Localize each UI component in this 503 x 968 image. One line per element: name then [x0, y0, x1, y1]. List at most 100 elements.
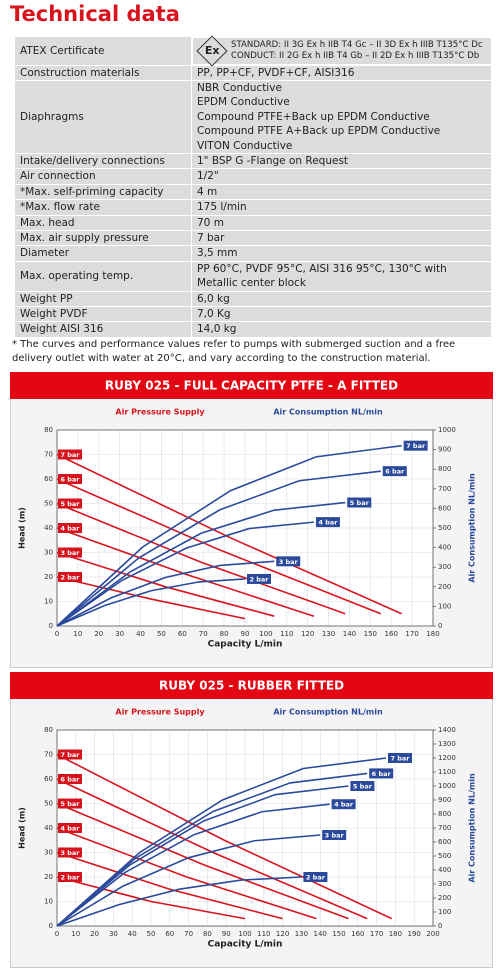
series-label-box	[58, 774, 82, 784]
x-tick-label: 40	[128, 930, 137, 938]
series-line	[56, 778, 368, 920]
y2-tick-label: 400	[438, 866, 451, 874]
series-label: 6 bar	[60, 476, 80, 484]
series-label-box	[58, 847, 82, 858]
value-line: 7,0 Kg	[197, 308, 231, 320]
x-tick-label: 160	[351, 930, 364, 938]
x-tick-label: 90	[241, 630, 250, 638]
y2-tick-label: 700	[438, 824, 451, 832]
series-line	[56, 521, 315, 627]
row-value: 7 bar	[191, 229, 492, 247]
chart: RUBY 025 - FULL CAPACITY PTFE - A FITTED…	[10, 372, 493, 668]
series-label-box	[322, 830, 347, 840]
row-label: *Max. self-priming capacity	[14, 183, 192, 201]
table-row: Intake/delivery connections 1" BSP G -Fla…	[14, 152, 492, 170]
series-label: 3 bar	[325, 832, 345, 840]
value-line: 14,0 kg	[197, 323, 237, 336]
title-bar	[10, 672, 493, 699]
x-tick-label: 120	[276, 930, 289, 938]
series-label: 7 bar	[390, 755, 410, 763]
x-tick-label: 50	[147, 930, 156, 938]
y2-tick-label: 0	[438, 922, 442, 930]
y-tick-label: 10	[44, 598, 53, 606]
value-line: PP, PP+CF, PVDF+CF, AISI316	[197, 66, 355, 79]
series-label: 2 bar	[306, 874, 326, 882]
y2-tick-label: 900	[438, 446, 451, 454]
x-tick-label: 140	[314, 930, 327, 938]
caption: Air Pressure Supply	[115, 708, 205, 717]
x-tick-label: 160	[385, 630, 398, 638]
series-line	[56, 785, 349, 927]
series-label-box	[369, 768, 394, 779]
y-tick-label: 80	[44, 426, 53, 434]
y-tick-label: 40	[44, 524, 53, 532]
row-value: 4 m	[191, 183, 492, 201]
series-label-box	[247, 573, 271, 584]
x-tick-label: 130	[322, 630, 335, 638]
series-line	[56, 527, 315, 617]
value-line: 3,5 mm	[197, 247, 238, 260]
table-row: Diameter 3,5 mm	[14, 245, 492, 262]
series-label: 6 bar	[60, 776, 80, 784]
series-label: 4 bar	[334, 801, 354, 809]
row-value: 7,0 Kg	[191, 305, 492, 323]
x-tick-label: 10	[73, 630, 82, 638]
row-value: 3,5 mm	[191, 245, 492, 262]
series-line	[56, 444, 402, 627]
series-line	[56, 827, 317, 920]
series-label-box	[388, 753, 412, 763]
x-tick-label: 60	[178, 630, 187, 638]
title-bar	[10, 372, 493, 399]
x-tick-label: 90	[222, 930, 231, 938]
x-tick-label: 70	[184, 930, 193, 938]
y-tick-label: 20	[44, 573, 53, 581]
value-line: 4 m	[197, 185, 218, 198]
series-line	[56, 551, 275, 617]
y-tick-label: 10	[44, 898, 53, 906]
x-tick-label: 30	[109, 930, 118, 938]
series-line	[56, 560, 275, 627]
row-label: Max. operating temp.	[14, 260, 192, 292]
table-row: Max. head 70 m	[14, 214, 492, 231]
y-tick-label: 70	[44, 751, 53, 759]
row-label: Weight PVDF	[14, 305, 192, 323]
caption: Air Pressure Supply	[115, 408, 205, 417]
x-tick-label: 50	[157, 630, 166, 638]
x-tick-label: 20	[90, 930, 99, 938]
table-row: Max. air supply pressure 7 bar	[14, 229, 492, 247]
row-value: 14,0 kg	[191, 321, 492, 338]
series-line	[56, 834, 321, 927]
row-label: Intake/delivery connections	[14, 152, 192, 170]
x-tick-label: 80	[220, 630, 229, 638]
table-row: *Max. flow rate 175 l/min	[14, 199, 492, 216]
y-tick-label: 50	[44, 800, 53, 808]
row-label: Weight PP	[14, 290, 192, 308]
series-label: 3 bar	[279, 558, 299, 566]
atex-line: STANDARD: II 3G Ex h IIB T4 Gc – II 3D E…	[231, 39, 483, 50]
series-label-box	[331, 799, 356, 810]
series-line	[56, 478, 382, 615]
y2-tick-label: 100	[438, 908, 451, 916]
series-label: 7 bar	[60, 451, 80, 459]
series-label: 3 bar	[60, 849, 80, 857]
value-line: NBR Conductive	[197, 81, 282, 94]
chart-title: RUBY 025 - FULL CAPACITY PTFE - A FITTED	[105, 379, 398, 393]
x-tick-label: 140	[343, 630, 356, 638]
row-label: *Max. flow rate	[14, 199, 192, 216]
x-tick-label: 80	[203, 930, 212, 938]
value-line: Compound PTFE A+Back up EPDM Conductive	[197, 125, 441, 138]
caption: Air Consumption NL/min	[273, 408, 383, 417]
series-label: 6 bar	[372, 770, 392, 778]
series-label: 3 bar	[60, 549, 80, 557]
y2-tick-label: 1100	[438, 768, 456, 776]
series-label-box	[303, 872, 328, 882]
y-tick-label: 60	[44, 475, 53, 483]
series-line	[56, 578, 246, 627]
value-line: VITON Conductive	[197, 139, 293, 152]
table-row: Air connection 1/2"	[14, 168, 492, 185]
series-label-box	[58, 823, 82, 833]
x-tick-label: 100	[238, 930, 251, 938]
y-tick-label: 70	[44, 451, 53, 459]
x-axis-label: Capacity L/min	[208, 640, 283, 650]
table-row: Weight AISI 316 14,0 kg	[14, 321, 492, 338]
